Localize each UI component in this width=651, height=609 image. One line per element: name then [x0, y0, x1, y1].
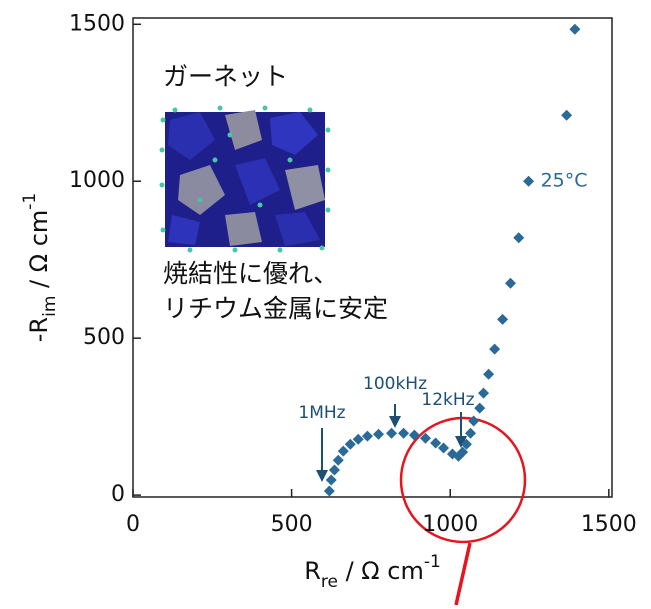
axis-label-part: im	[40, 296, 60, 317]
x-tick-label: 1500	[581, 512, 637, 537]
y-tick-label: 0	[111, 482, 125, 507]
feature-text: 焼結性に優れ、	[163, 259, 338, 288]
axis-label-part: re	[321, 572, 338, 592]
x-tick-label: 1000	[422, 512, 478, 537]
data-point	[513, 232, 524, 243]
feature-text: リチウム金属に安定	[163, 294, 388, 323]
axis-label-part: -1	[424, 552, 441, 572]
x-tick-label: 0	[126, 512, 140, 537]
data-point	[326, 475, 337, 486]
axis-label-part: / Ω cm	[338, 557, 424, 585]
data-point	[398, 428, 409, 439]
y-tick-label: 1000	[69, 168, 125, 193]
axis-label-part: -R	[25, 317, 53, 342]
data-point	[489, 344, 500, 355]
axis-label-part: -1	[20, 193, 40, 210]
y-axis-label: -Rim / Ω cm-1	[20, 193, 60, 342]
data-point	[478, 388, 489, 399]
data-point	[338, 446, 349, 457]
legend-label: 25°C	[541, 170, 588, 192]
annotation: 12kHz	[421, 390, 474, 410]
axis-label-part: R	[304, 557, 321, 585]
data-point	[569, 24, 580, 35]
data-point	[329, 465, 340, 476]
data-point	[483, 369, 494, 380]
data-point	[362, 431, 373, 442]
crystal-image	[160, 106, 331, 253]
y-tick-label: 500	[83, 325, 125, 350]
y-tick-label: 1500	[69, 11, 125, 36]
data-point	[561, 110, 572, 121]
data-point	[474, 403, 485, 414]
annotation: 1MHz	[298, 403, 345, 423]
data-point	[523, 176, 534, 187]
x-tick-label: 500	[271, 512, 313, 537]
data-point	[333, 455, 344, 466]
data-point	[465, 428, 476, 439]
x-axis-label: Rre / Ω cm-1	[304, 552, 441, 592]
chart: ガーネット 焼結性に優れ、 リチウム金属に安定 1MHz 100kHz 12kH…	[0, 0, 651, 605]
data-point	[373, 429, 384, 440]
axis-label-part: / Ω cm	[25, 210, 53, 296]
data-point	[505, 278, 516, 289]
data-point	[386, 428, 397, 439]
data-point	[497, 314, 508, 325]
annotation: 100kHz	[363, 374, 427, 394]
material-title: ガーネット	[163, 62, 288, 91]
data-point	[324, 486, 335, 497]
highlight-pointer	[456, 543, 470, 605]
data-point	[409, 430, 420, 441]
